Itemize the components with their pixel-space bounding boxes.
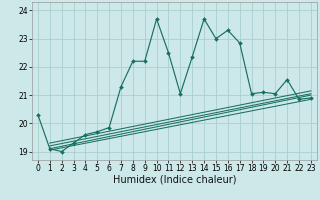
X-axis label: Humidex (Indice chaleur): Humidex (Indice chaleur) (113, 175, 236, 185)
